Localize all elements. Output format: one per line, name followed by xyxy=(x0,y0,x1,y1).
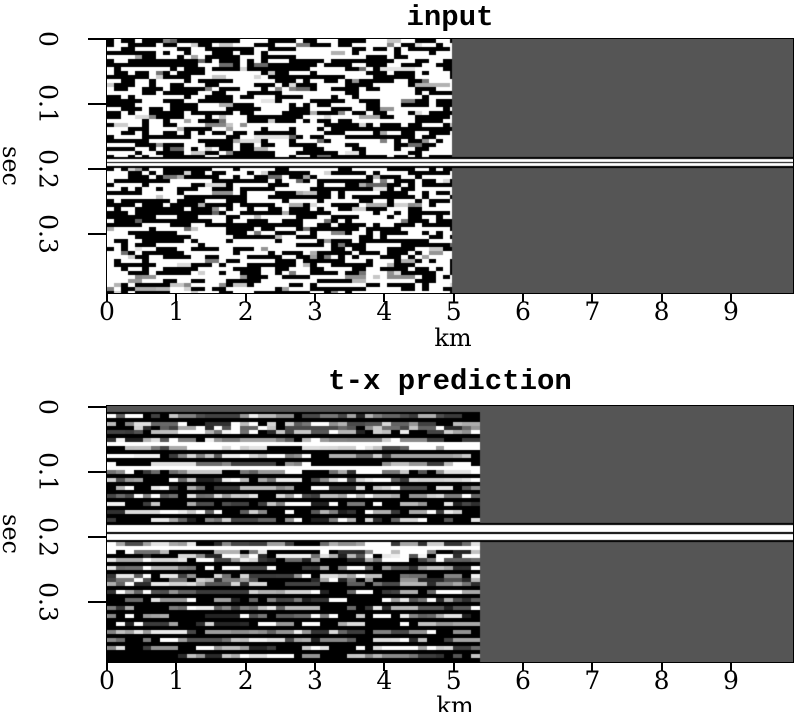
panel-input-title: input xyxy=(406,1,494,34)
prediction-y-tick-mark xyxy=(88,471,106,473)
input-y-tick-mark xyxy=(88,168,106,170)
prediction-x-tick-mark xyxy=(521,663,524,671)
input-x-tick-label: 2 xyxy=(237,297,254,326)
prediction-y-tick-label: 0.1 xyxy=(33,452,63,492)
prediction-plot-area xyxy=(106,405,794,663)
input-x-tick-label: 4 xyxy=(376,297,393,326)
input-yaxis-label: sec xyxy=(0,146,25,186)
prediction-x-tick-mark xyxy=(452,663,455,671)
prediction-x-tick-label: 4 xyxy=(376,666,393,695)
input-y-tick-mark xyxy=(88,103,106,105)
input-y-tick-label: 0.3 xyxy=(33,214,63,254)
prediction-x-tick-label: 6 xyxy=(515,666,531,695)
prediction-x-tick-label: 5 xyxy=(445,666,462,695)
prediction-y-tick-label: 0.3 xyxy=(33,582,63,622)
prediction-xaxis-label: km xyxy=(436,692,474,712)
prediction-y-tick-mark xyxy=(88,406,106,408)
input-x-tick-label: 1 xyxy=(168,297,185,326)
input-x-tick-mark xyxy=(383,294,386,302)
input-x-tick-mark xyxy=(452,294,455,302)
input-x-tick-mark xyxy=(175,294,178,302)
input-y-tick-mark xyxy=(88,233,106,235)
prediction-x-tick-label: 8 xyxy=(653,666,670,695)
input-y-tick-label: 0.2 xyxy=(33,149,63,189)
prediction-x-tick-label: 9 xyxy=(723,666,739,695)
input-x-tick-mark xyxy=(591,294,594,302)
input-x-tick-label: 0 xyxy=(99,297,115,326)
input-x-tick-label: 5 xyxy=(445,297,462,326)
prediction-heatmap-canvas xyxy=(107,406,793,662)
input-x-tick-label: 3 xyxy=(307,297,323,326)
prediction-y-tick-mark xyxy=(88,536,106,538)
prediction-x-tick-mark xyxy=(729,663,732,671)
prediction-x-tick-mark xyxy=(244,663,247,671)
prediction-x-tick-mark xyxy=(591,663,594,671)
input-x-tick-label: 7 xyxy=(584,297,601,326)
prediction-x-tick-mark xyxy=(175,663,178,671)
input-x-tick-label: 8 xyxy=(653,297,670,326)
input-y-tick-label: 0 xyxy=(33,31,63,47)
input-x-tick-mark xyxy=(313,294,316,302)
prediction-x-tick-label: 2 xyxy=(237,666,254,695)
prediction-yaxis-label: sec xyxy=(0,514,25,554)
input-y-tick-mark xyxy=(88,38,106,40)
prediction-x-tick-label: 7 xyxy=(584,666,601,695)
prediction-x-tick-mark xyxy=(106,663,108,671)
input-x-tick-mark xyxy=(660,294,663,302)
input-xaxis-label: km xyxy=(434,324,472,352)
prediction-x-tick-mark xyxy=(313,663,316,671)
input-heatmap-canvas xyxy=(107,39,793,293)
input-x-tick-label: 9 xyxy=(723,297,739,326)
input-y-tick-label: 0.1 xyxy=(33,84,63,124)
prediction-y-tick-label: 0 xyxy=(33,399,63,415)
prediction-x-tick-label: 1 xyxy=(168,666,185,695)
prediction-y-tick-label: 0.2 xyxy=(33,517,63,557)
input-plot-area xyxy=(106,38,794,294)
prediction-x-tick-label: 3 xyxy=(307,666,323,695)
prediction-x-tick-label: 0 xyxy=(99,666,115,695)
prediction-x-tick-mark xyxy=(660,663,663,671)
prediction-x-tick-mark xyxy=(383,663,386,671)
input-x-tick-mark xyxy=(521,294,524,302)
input-x-tick-label: 6 xyxy=(515,297,531,326)
input-x-tick-mark xyxy=(106,294,108,302)
panel-prediction-title: t-x prediction xyxy=(328,365,572,398)
input-x-tick-mark xyxy=(729,294,732,302)
input-x-tick-mark xyxy=(244,294,247,302)
prediction-y-tick-mark xyxy=(88,601,106,603)
